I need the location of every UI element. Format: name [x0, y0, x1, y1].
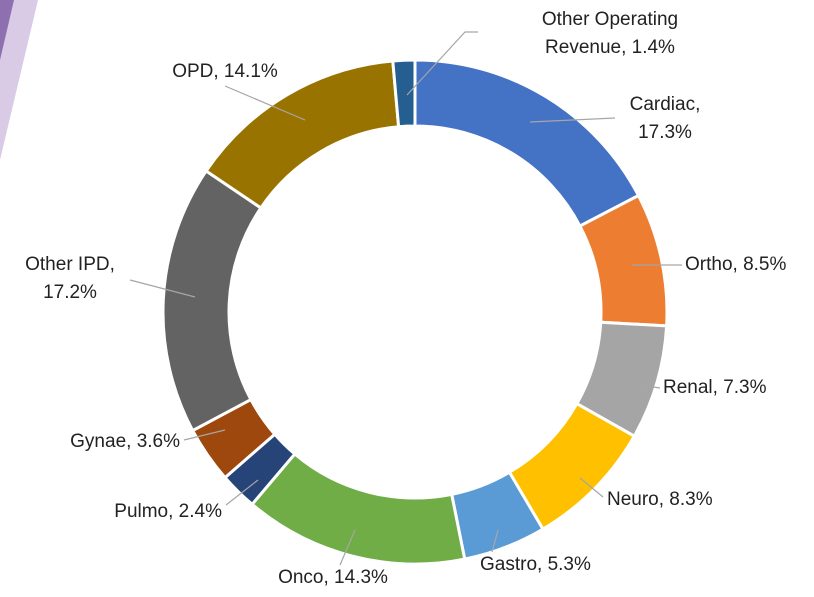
- data-label: Pulmo, 2.4%: [114, 501, 222, 522]
- data-label: Neuro, 8.3%: [607, 489, 713, 510]
- leader-line: [579, 477, 604, 498]
- leader-line: [183, 429, 226, 441]
- data-label: Revenue, 1.4%: [545, 37, 675, 58]
- leader-line: [529, 117, 616, 123]
- background-decoration: [0, 0, 38, 160]
- leader-line: [129, 279, 196, 298]
- slice: [413, 58, 641, 229]
- leader-line: [225, 479, 259, 506]
- data-label: 17.3%: [638, 122, 692, 143]
- data-label: Onco, 14.3%: [278, 567, 388, 588]
- data-label: Gastro, 5.3%: [480, 554, 591, 575]
- leader-line: [406, 31, 478, 96]
- slice: [250, 451, 467, 566]
- data-label: Ortho, 8.5%: [685, 254, 786, 275]
- data-label: Renal, 7.3%: [663, 377, 767, 398]
- leader-line: [224, 85, 306, 121]
- leader-line: [491, 529, 499, 553]
- background-decoration: [0, 0, 14, 60]
- data-label: Cardiac,: [630, 94, 701, 115]
- data-label: Other IPD,: [25, 254, 115, 275]
- slice: [391, 58, 417, 129]
- data-label: 17.2%: [43, 282, 97, 303]
- slice: [161, 168, 263, 433]
- leader-line: [639, 384, 661, 389]
- slice: [204, 59, 401, 210]
- leader-line: [339, 529, 356, 566]
- data-label: Gynae, 3.6%: [70, 431, 180, 452]
- data-label: Other Operating: [542, 9, 678, 30]
- data-label: OPD, 14.1%: [172, 61, 278, 82]
